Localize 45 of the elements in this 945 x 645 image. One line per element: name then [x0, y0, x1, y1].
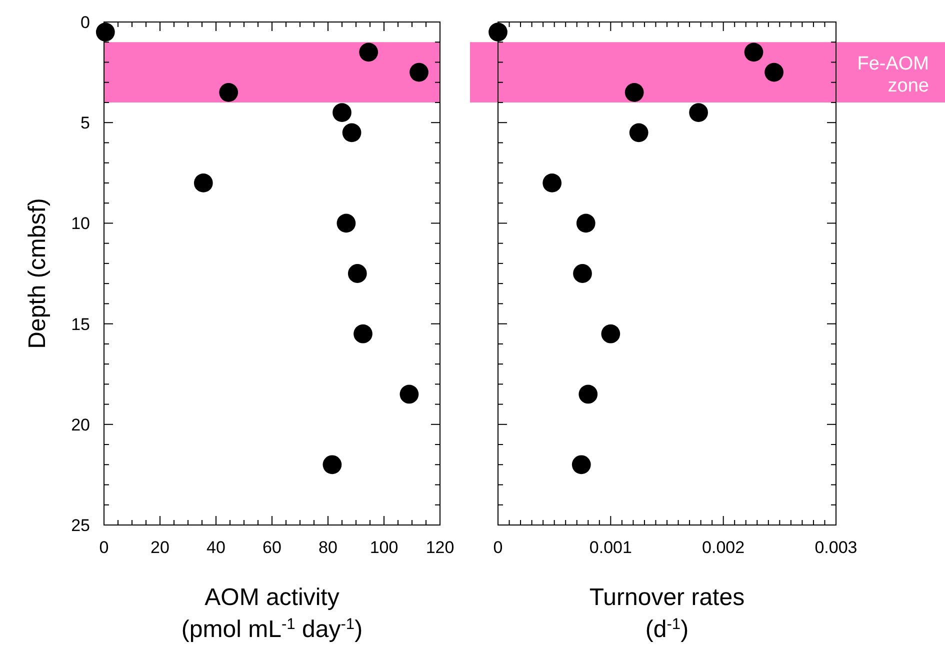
band-label: Fe-AOM zone: [857, 53, 929, 96]
point: [488, 22, 508, 42]
point: [629, 123, 648, 142]
point: [572, 455, 591, 474]
point: [219, 83, 238, 102]
point: [348, 264, 367, 283]
x-tick-label: 80: [318, 538, 338, 557]
point: [400, 384, 419, 404]
x-tick-label: 0: [99, 538, 109, 557]
y-tick-label: 0: [80, 13, 90, 32]
point: [336, 214, 356, 233]
y-tick-label: 25: [71, 516, 90, 535]
x-tick-label: 100: [370, 538, 398, 557]
y-tick-label: 20: [71, 415, 90, 434]
x-axis-title: AOM activity (pmol mL$^{-1}$ day$^{-1}$): [181, 584, 363, 643]
x-axis-title: Turnover rates (d$^{-1}$): [589, 584, 745, 643]
x-tick-label: 120: [426, 538, 454, 557]
point: [542, 174, 562, 192]
point: [332, 103, 352, 122]
y-tick-label: 10: [71, 214, 90, 234]
point: [578, 384, 598, 404]
point: [689, 103, 708, 122]
point: [194, 174, 213, 192]
y-axis-title: Depth (cmbsf): [24, 198, 51, 349]
point: [359, 42, 378, 62]
point: [601, 324, 620, 344]
point: [322, 455, 342, 474]
point: [96, 22, 115, 42]
x-tick-label: 0: [493, 538, 503, 557]
point: [410, 62, 428, 82]
y-tick-label: 15: [71, 314, 90, 334]
x-tick-label: 0.003: [814, 538, 858, 557]
point: [354, 324, 372, 344]
point: [573, 264, 592, 283]
point: [576, 214, 596, 233]
x-tick-label: 40: [206, 538, 226, 557]
point: [764, 62, 784, 82]
point: [744, 42, 764, 62]
y-tick-label: 5: [80, 114, 90, 133]
x-tick-label: 0.001: [589, 538, 632, 557]
point: [624, 83, 644, 102]
x-tick-label: 20: [150, 538, 170, 557]
point: [342, 123, 362, 142]
x-tick-label: 0.002: [702, 538, 745, 557]
x-tick-label: 60: [262, 538, 282, 557]
